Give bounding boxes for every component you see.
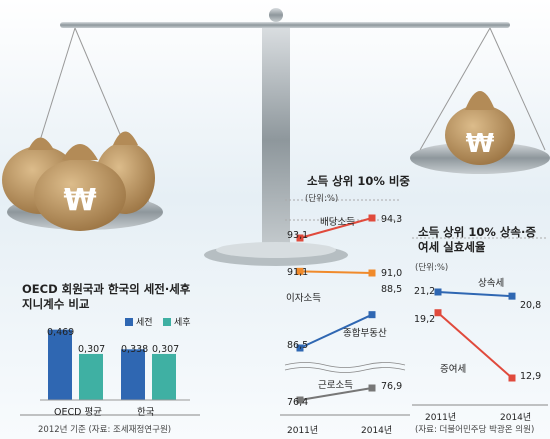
bar-label-oecd-posttax: 0,307 — [78, 344, 106, 355]
val-wage-2011: 76,4 — [287, 397, 309, 408]
series-label-gift: 증여세 — [440, 364, 467, 375]
val-property-2011: 86,5 — [287, 340, 309, 351]
tax-series-point-1-1 — [508, 374, 516, 382]
series-point-0-0 — [296, 234, 304, 242]
val-dividend-2011: 93,1 — [287, 230, 309, 241]
tax-chart-title: 소득 상위 10% 상속·증여세 실효세율 — [418, 225, 536, 254]
bar-0-1 — [79, 353, 103, 400]
bar-category-korea: 한국 — [137, 407, 155, 418]
bar-chart — [40, 329, 190, 401]
bar-1-1 — [152, 353, 176, 400]
series-label-interest: 이자소득 — [286, 293, 321, 304]
scale-pillar — [262, 28, 290, 253]
tax-series-point-1-0 — [434, 309, 442, 317]
tax-chart-source: (자료: 더불어민주당 박광온 의원) — [415, 425, 535, 435]
val-dividend-2014: 94,3 — [381, 214, 403, 225]
bar-label-korea-posttax: 0,307 — [152, 344, 180, 355]
val-gift-2014: 12,9 — [520, 371, 542, 382]
legend-posttax: 세후 — [174, 318, 191, 328]
series-line-1 — [299, 270, 373, 274]
bar-chart-title: OECD 회원국과 한국의 세전·세후 지니계수 비교 — [22, 282, 191, 311]
series-line-3 — [299, 387, 373, 401]
scale-beam — [60, 22, 510, 28]
val-property-2014: 88,5 — [381, 284, 403, 295]
bar-label-korea-pretax: 0,338 — [121, 344, 149, 355]
tax-chart-unit: (단위:%) — [415, 263, 449, 273]
series-label-dividend: 배당소득 — [320, 217, 355, 228]
val-interest-2011: 91,1 — [287, 267, 309, 278]
series-point-1-1 — [368, 269, 376, 277]
bar-category-oecd: OECD 평균 — [54, 407, 102, 418]
val-interest-2014: 91,0 — [381, 268, 403, 279]
val-wage-2014: 76,9 — [381, 381, 403, 392]
series-point-2-0 — [296, 344, 304, 352]
bar-1-0 — [121, 349, 145, 400]
val-gift-2011: 19,2 — [414, 314, 436, 325]
legend-chip-posttax — [163, 318, 171, 326]
bar-chart-note: 2012년 기준 (자료: 조세재정연구원) — [38, 425, 172, 435]
money-bag-icon: ₩ — [2, 131, 155, 231]
series-point-2-1 — [368, 311, 376, 319]
legend-pretax: 세전 — [136, 318, 153, 328]
series-label-wage: 근로소득 — [318, 380, 353, 391]
series-label-property: 종합부동산 — [343, 328, 387, 339]
won-symbol-right: ₩ — [466, 129, 495, 159]
tax-series-point-0-1 — [508, 292, 516, 300]
tax-x-2014: 2014년 — [500, 413, 532, 423]
series-point-0-1 — [368, 214, 376, 222]
money-bag-icon: ₩ — [445, 91, 515, 165]
share-x-2011: 2011년 — [287, 426, 319, 436]
series-point-1-0 — [296, 267, 304, 275]
series-point-3-1 — [368, 384, 376, 392]
val-inheritance-2011: 21,2 — [414, 286, 436, 297]
series-line-2 — [299, 313, 373, 349]
tax-x-2011: 2011년 — [425, 413, 457, 423]
series-label-inheritance: 상속세 — [478, 278, 505, 289]
won-symbol-left: ₩ — [63, 183, 96, 218]
scale-knob — [269, 8, 283, 22]
bar-label-oecd-pretax: 0,469 — [47, 327, 75, 338]
share-chart-unit: (단위:%) — [305, 194, 339, 204]
bar-0-0 — [48, 329, 72, 400]
tax-series-line-1 — [437, 311, 513, 379]
series-point-3-0 — [296, 396, 304, 404]
legend-chip-pretax — [125, 318, 133, 326]
tax-series-point-0-0 — [434, 288, 442, 296]
tax-series-line-0 — [437, 291, 513, 298]
share-chart-title: 소득 상위 10% 비중 — [307, 174, 411, 188]
series-line-0 — [299, 217, 373, 239]
top10-share-line-chart — [296, 214, 376, 404]
val-inheritance-2014: 20,8 — [520, 300, 542, 311]
tax-rate-line-chart — [434, 288, 516, 382]
share-x-2014: 2014년 — [361, 426, 393, 436]
